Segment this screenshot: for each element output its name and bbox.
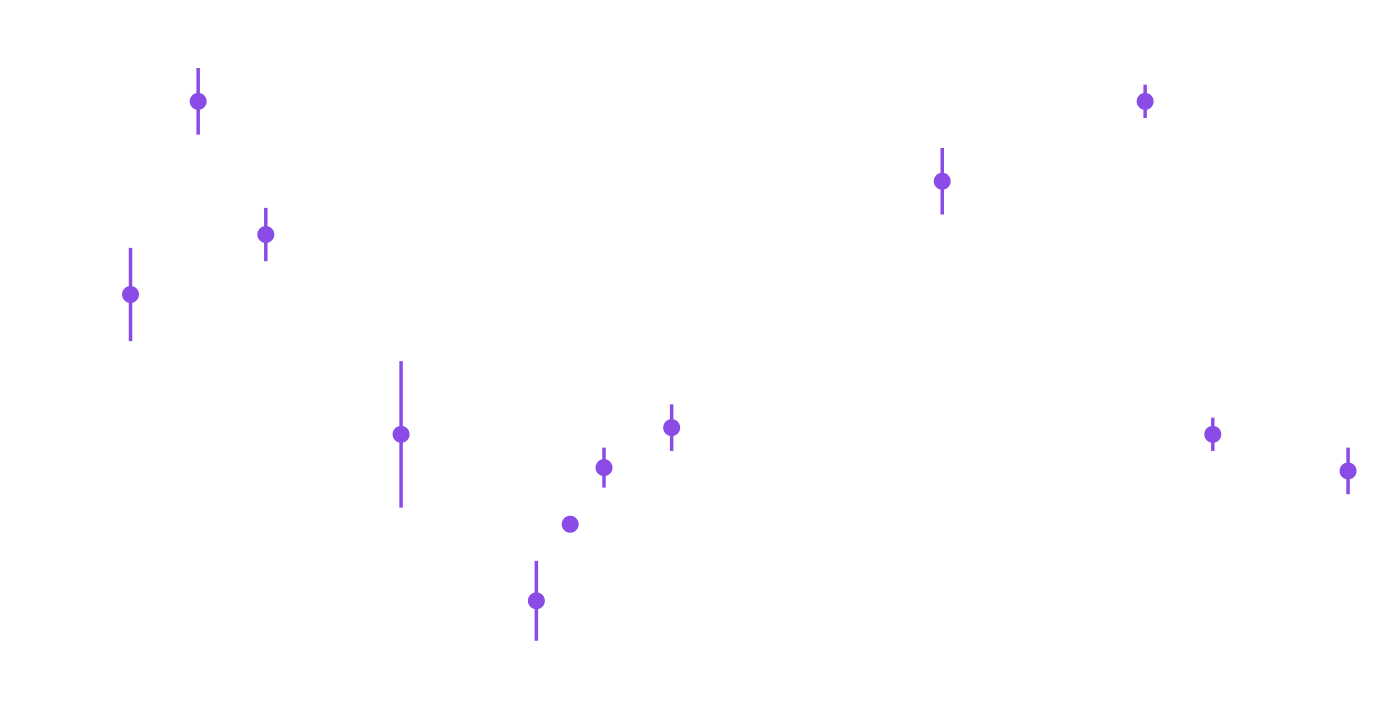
data-point-6 xyxy=(561,515,579,533)
marker-5 xyxy=(527,592,545,610)
marker-7 xyxy=(595,459,613,477)
data-point-4 xyxy=(392,361,410,508)
marker-9 xyxy=(933,172,951,190)
data-point-8 xyxy=(663,404,681,451)
data-point-12 xyxy=(1339,447,1357,495)
marker-12 xyxy=(1339,462,1357,480)
marker-6 xyxy=(561,515,579,533)
data-point-11 xyxy=(1204,417,1222,451)
data-point-2 xyxy=(189,68,207,135)
data-point-3 xyxy=(257,207,275,262)
data-point-5 xyxy=(527,560,545,641)
marker-11 xyxy=(1204,425,1222,443)
marker-4 xyxy=(392,425,410,443)
data-point-9 xyxy=(933,147,951,215)
marker-2 xyxy=(189,92,207,110)
marker-10 xyxy=(1136,92,1154,110)
marker-1 xyxy=(122,285,140,303)
data-point-7 xyxy=(595,447,613,488)
data-point-1 xyxy=(122,247,140,342)
marker-3 xyxy=(257,226,275,244)
data-point-10 xyxy=(1136,84,1154,119)
marker-8 xyxy=(663,419,681,437)
